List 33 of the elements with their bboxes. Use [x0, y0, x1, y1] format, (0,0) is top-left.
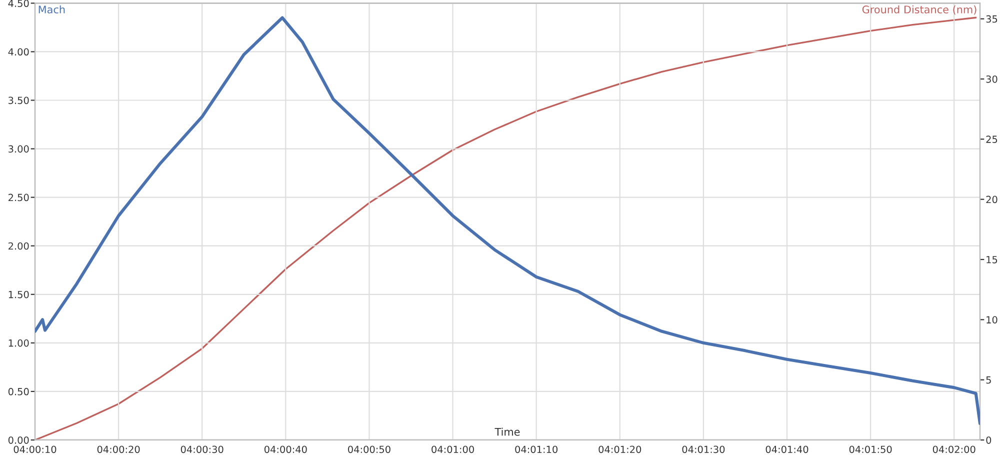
y-tick-label: 3.50 — [8, 96, 29, 104]
y-tick-label: 4.50 — [8, 0, 29, 8]
y2-tick-label: 35 — [986, 15, 998, 23]
y-tick-label: 2.50 — [8, 194, 29, 202]
y-tick-label: 0.50 — [8, 388, 29, 396]
y-tick-label: 1.00 — [8, 339, 29, 347]
y2-axis-title: Ground Distance (nm) — [862, 5, 976, 15]
y2-tick-label: 20 — [986, 196, 998, 204]
y2-tick-label: 5 — [986, 376, 991, 384]
x-tick-label: 04:00:10 — [14, 446, 56, 454]
x-tick-label: 04:02:00 — [932, 446, 976, 454]
y2-tick-label: 15 — [986, 256, 998, 264]
x-tick-label: 04:01:20 — [598, 446, 642, 454]
y2-tick-label: 0 — [986, 436, 992, 444]
y2-tick-label: 10 — [986, 316, 998, 324]
x-tick-label: 04:00:20 — [97, 446, 140, 454]
y-axis-title: Mach — [38, 5, 65, 14]
x-axis-title: Time — [494, 428, 520, 436]
x-tick-label: 04:01:50 — [849, 446, 892, 454]
x-tick-label: 04:01:00 — [432, 446, 474, 454]
x-tick-label: 04:01:10 — [515, 446, 558, 454]
y-tick-label: 0.00 — [8, 436, 29, 444]
x-tick-label: 04:01:30 — [682, 446, 725, 454]
y2-tick-label: 25 — [986, 136, 998, 143]
y-tick-label: 3.00 — [8, 145, 29, 153]
x-tick-label: 04:00:50 — [348, 446, 390, 454]
y-tick-label: 1.50 — [8, 290, 29, 298]
y2-tick-label: 30 — [986, 75, 998, 83]
x-tick-label: 04:01:40 — [766, 446, 808, 454]
x-tick-label: 04:00:30 — [180, 446, 224, 454]
y-tick-label: 4.00 — [8, 48, 29, 56]
y-tick-label: 2.00 — [8, 242, 29, 250]
x-tick-label: 04:00:40 — [264, 446, 307, 454]
